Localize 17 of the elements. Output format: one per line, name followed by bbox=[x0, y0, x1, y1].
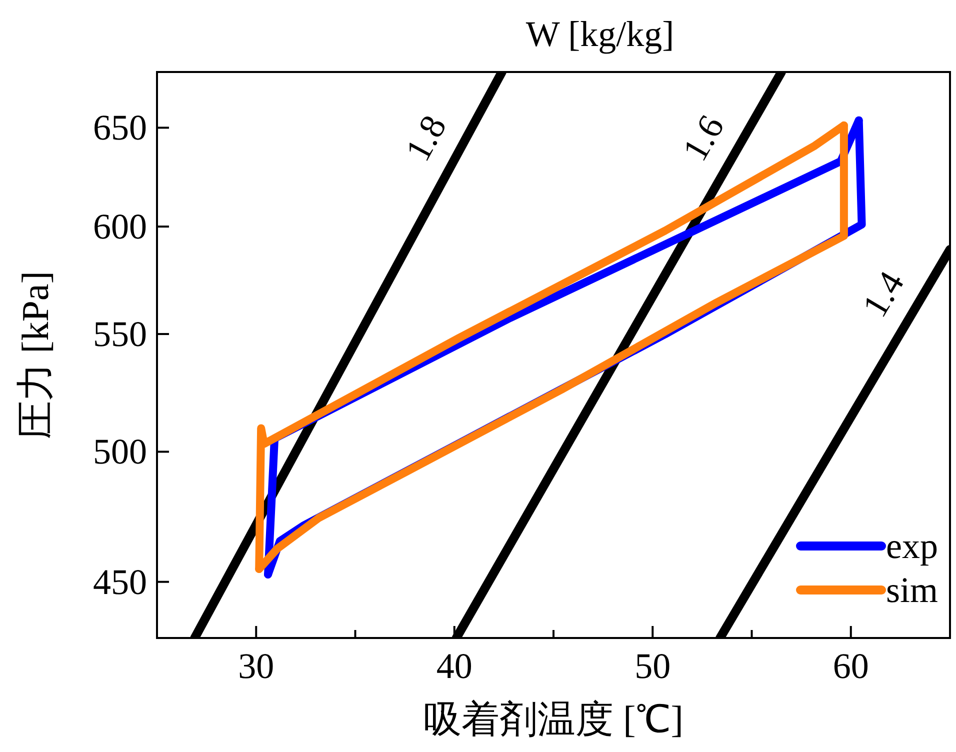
y-axis-title: 圧力 [kPa] bbox=[15, 271, 57, 439]
annotation: 1.6 bbox=[674, 108, 732, 168]
text: W [kg/kg] bbox=[526, 14, 674, 54]
y-tick-label: 500 bbox=[93, 432, 147, 472]
x-tick-label: 40 bbox=[436, 646, 472, 686]
y-tick-label: 600 bbox=[93, 206, 147, 247]
x-tick-label: 60 bbox=[832, 646, 869, 686]
annotation: 1.4 bbox=[854, 264, 912, 324]
x-tick-label: 50 bbox=[634, 646, 671, 686]
legend-label: exp bbox=[886, 526, 938, 566]
x-axis-title: 吸着剤温度 [℃] bbox=[424, 699, 684, 741]
y-tick-label: 650 bbox=[93, 108, 147, 148]
legend-label: sim bbox=[886, 570, 938, 610]
y-tick-label: 550 bbox=[93, 314, 147, 354]
x-tick-label: 30 bbox=[238, 646, 274, 686]
annotation: 1.8 bbox=[397, 108, 454, 168]
y-tick-label: 450 bbox=[93, 562, 147, 602]
